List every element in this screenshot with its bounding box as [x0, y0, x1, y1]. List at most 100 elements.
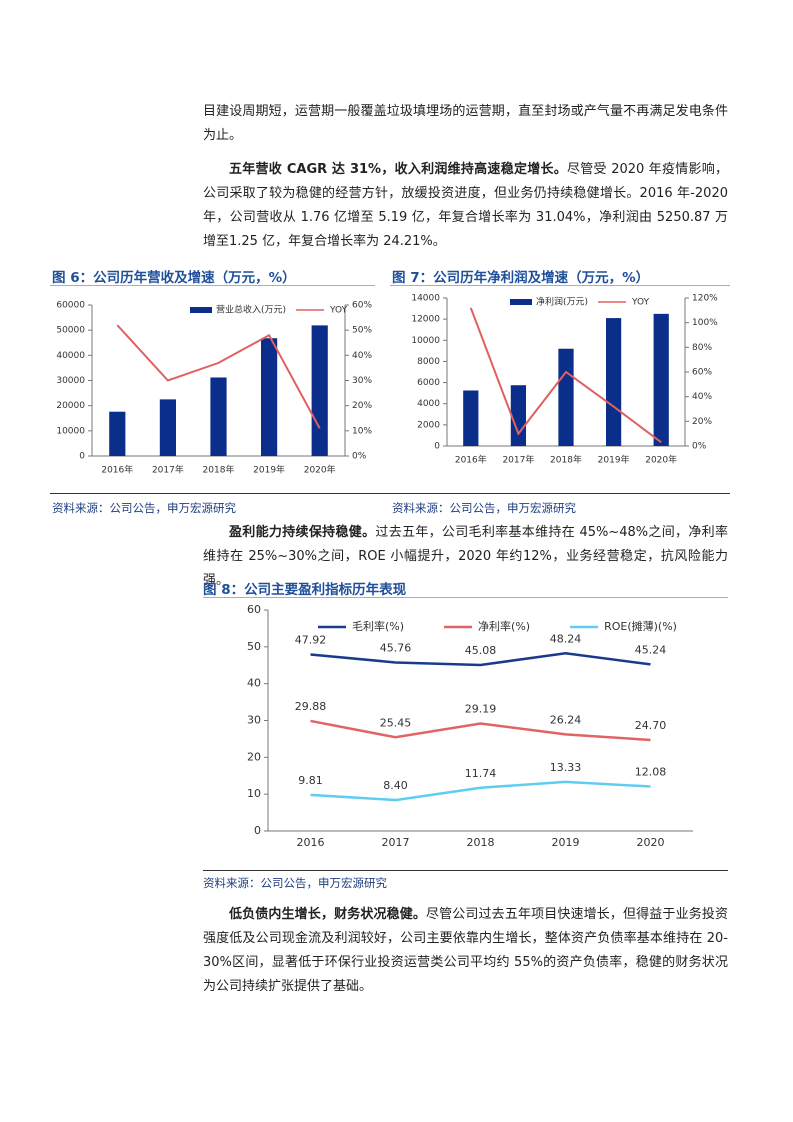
- data-label: 13.33: [550, 761, 582, 774]
- chart: 0 10 20 30 40 50 60 2016 2017 2018 2019 2020 毛利率(%) 净…: [247, 603, 693, 849]
- x-tick-label: 2017年: [152, 464, 184, 476]
- rule: [390, 285, 730, 286]
- legend-label: ROE(摊薄)(%): [604, 619, 677, 633]
- bar: [210, 377, 227, 456]
- y2-tick-label: 50%: [352, 326, 372, 336]
- paragraph-text: 目建设周期短，运营期一般覆盖垃圾填埋场的运营期，直至封场或产气量不再满足发电条件…: [203, 104, 728, 143]
- line: [310, 780, 651, 802]
- paragraph-lead: 低负债内生增长，财务状况稳健。: [229, 907, 427, 922]
- rule: [50, 285, 375, 286]
- x-tick-label: 2018: [467, 836, 495, 849]
- paragraph: 目建设周期短，运营期一般覆盖垃圾填埋场的运营期，直至封场或产气量不再满足发电条件…: [203, 100, 728, 148]
- bar: [653, 313, 669, 446]
- x-tick-label: 2018年: [550, 454, 582, 466]
- y2-tick-label: 80%: [692, 343, 712, 353]
- bar: [605, 318, 622, 446]
- x-tick-label: 2018年: [203, 464, 235, 476]
- y2-tick-label: 0%: [692, 442, 707, 452]
- x-tick-label: 2016: [297, 836, 325, 849]
- y-tick-label: 10: [247, 787, 261, 800]
- x-tick-label: 2019: [552, 836, 580, 849]
- y2-tick-label: 100%: [692, 318, 718, 328]
- paragraph-lead: 五年营收 CAGR 达 31%，收入利润维持高速稳定增长。: [229, 162, 568, 177]
- line: [469, 307, 662, 444]
- figure-title: 图 6：公司历年营收及增速（万元，%）: [52, 270, 296, 286]
- y2-tick-label: 20%: [352, 401, 372, 411]
- legend-label: 净利润(万元): [536, 296, 588, 308]
- data-label: 45.76: [380, 641, 412, 654]
- legend-label: 营业总收入(万元): [216, 304, 286, 316]
- data-label: 11.74: [465, 767, 497, 780]
- chart: 0 10000 20000 30000 40000 50000 60000 0% 10% 20% 3…: [56, 301, 372, 476]
- y2-tick-label: 40%: [692, 392, 712, 402]
- y-tick-label: 4000: [417, 399, 440, 409]
- x-tick-label: 2017: [382, 836, 410, 849]
- paragraph: 盈利能力持续保持稳健。过去五年，公司毛利率基本维持在 45%~48%之间，净利率…: [203, 521, 728, 593]
- bar: [109, 411, 126, 456]
- legend-swatch: [190, 307, 212, 313]
- source: 资料来源：公司公告，申万宏源研究: [203, 876, 387, 890]
- y-tick-label: 20000: [56, 401, 85, 411]
- bar: [311, 325, 328, 456]
- bar: [558, 348, 574, 446]
- y-tick-label: 40000: [56, 351, 85, 361]
- line: [310, 719, 651, 742]
- source: 资料来源：公司公告，申万宏源研究: [392, 501, 576, 515]
- rule: [203, 597, 728, 598]
- data-label: 47.92: [295, 633, 327, 646]
- data-label: 8.40: [383, 779, 408, 792]
- line: [116, 324, 321, 429]
- paragraph: 五年营收 CAGR 达 31%，收入利润维持高速稳定增长。尽管受 2020 年疫…: [203, 158, 728, 254]
- paragraph: 低负债内生增长，财务状况稳健。尽管公司过去五年项目快速增长，但得益于业务投资强度…: [203, 903, 728, 999]
- y-tick-label: 8000: [417, 357, 440, 367]
- paragraph-text: 尽管公司过去五年项目快速增长，但得益于业务投资强度低及公司现金流及利润较好，公司…: [203, 907, 728, 994]
- y-tick-label: 0: [254, 824, 261, 837]
- bar: [261, 338, 278, 456]
- data-label: 12.08: [635, 766, 667, 779]
- paragraph-text: 尽管受 2020 年疫情影响，公司采取了较为稳健的经营方针，放缓投资进度，但业务…: [203, 162, 728, 249]
- rule: [203, 870, 728, 871]
- legend-swatch: [510, 299, 532, 305]
- data-label: 9.81: [298, 774, 323, 787]
- y-tick-label: 0: [79, 452, 85, 462]
- paragraph-text: 过去五年，公司毛利率基本维持在 45%~48%之间，净利率维持在 25%~30%…: [203, 525, 728, 588]
- y-tick-label: 60: [247, 603, 261, 616]
- x-tick-label: 2020: [637, 836, 665, 849]
- y2-tick-label: 40%: [352, 351, 372, 361]
- y-tick-label: 20: [247, 750, 261, 763]
- x-tick-label: 2019年: [253, 464, 285, 476]
- y-tick-label: 50: [247, 640, 261, 653]
- data-label: 45.08: [465, 644, 497, 657]
- data-label: 29.88: [295, 700, 327, 713]
- y-tick-label: 30000: [56, 376, 85, 386]
- y-tick-label: 50000: [56, 326, 85, 336]
- y2-tick-label: 120%: [692, 294, 718, 304]
- x-tick-label: 2017年: [502, 454, 534, 466]
- y-tick-label: 40: [247, 677, 261, 690]
- y2-tick-label: 60%: [692, 368, 712, 378]
- data-label: 48.24: [550, 632, 582, 645]
- legend-label: YOY: [329, 306, 348, 316]
- x-tick-label: 2016年: [101, 464, 133, 476]
- legend-label: 毛利率(%): [352, 619, 404, 633]
- chart: 0 2000 4000 6000 8000 10000 12000 14000 0% 20% 40%…: [411, 294, 718, 466]
- data-label: 29.19: [465, 702, 497, 715]
- y2-tick-label: 60%: [352, 301, 372, 311]
- legend-label: YOY: [631, 298, 650, 308]
- y-tick-label: 30: [247, 714, 261, 727]
- paragraph-lead: 盈利能力持续保持稳健。: [229, 525, 376, 540]
- x-tick-label: 2020年: [304, 464, 336, 476]
- data-label: 24.70: [635, 719, 667, 732]
- line: [310, 652, 651, 667]
- y-tick-label: 60000: [56, 301, 85, 311]
- y2-tick-label: 30%: [352, 376, 372, 386]
- source: 资料来源：公司公告，申万宏源研究: [52, 501, 236, 515]
- y-tick-label: 10000: [56, 426, 85, 436]
- y-tick-label: 12000: [411, 315, 440, 325]
- data-label: 45.24: [635, 643, 667, 656]
- y-tick-label: 10000: [411, 336, 440, 346]
- x-tick-label: 2016年: [455, 454, 487, 466]
- data-label: 25.45: [380, 716, 412, 729]
- figure-title: 图 7：公司历年净利润及增速（万元，%）: [392, 270, 650, 286]
